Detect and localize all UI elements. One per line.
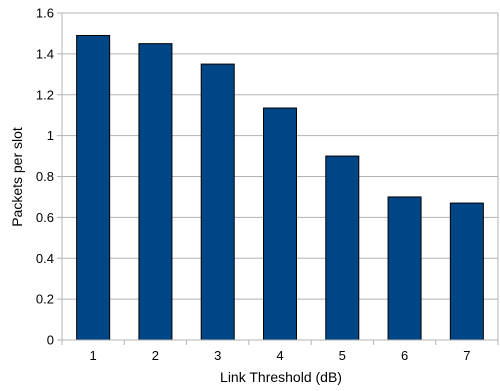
y-tick-label: 0 — [47, 333, 54, 348]
y-tick-label: 0.8 — [36, 169, 54, 184]
x-tick-label: 2 — [152, 348, 159, 363]
bar — [449, 202, 484, 341]
y-tick-label: 1.6 — [36, 6, 54, 21]
axes — [61, 13, 499, 345]
x-tick-label: 4 — [276, 348, 283, 363]
bar — [325, 155, 360, 341]
x-tick-label: 7 — [463, 348, 470, 363]
bar — [76, 34, 111, 341]
x-tick-label: 3 — [214, 348, 221, 363]
x-axis-title: Link Threshold (dB) — [220, 369, 342, 385]
x-tick-labels: 1 2 3 4 5 6 7 — [90, 348, 471, 363]
y-tick-label: 1.4 — [36, 46, 54, 61]
y-tick-label: 1.2 — [36, 87, 54, 102]
y-tick-label: 0.4 — [36, 251, 54, 266]
y-axis-title: Packets per slot — [9, 127, 25, 227]
bar — [200, 63, 235, 341]
bar — [262, 107, 298, 341]
bars — [76, 34, 484, 341]
x-tick-label: 6 — [401, 348, 408, 363]
bar — [387, 196, 422, 341]
x-tick-label: 5 — [339, 348, 346, 363]
y-tick-label: 0.2 — [36, 292, 54, 307]
y-tick-label: 1 — [47, 128, 54, 143]
y-tick-labels: 0 0.2 0.4 0.6 0.8 1 1.2 1.4 1.6 — [36, 6, 54, 348]
bar — [138, 43, 173, 341]
y-tick-label: 0.6 — [36, 210, 54, 225]
x-tick-label: 1 — [90, 348, 97, 363]
